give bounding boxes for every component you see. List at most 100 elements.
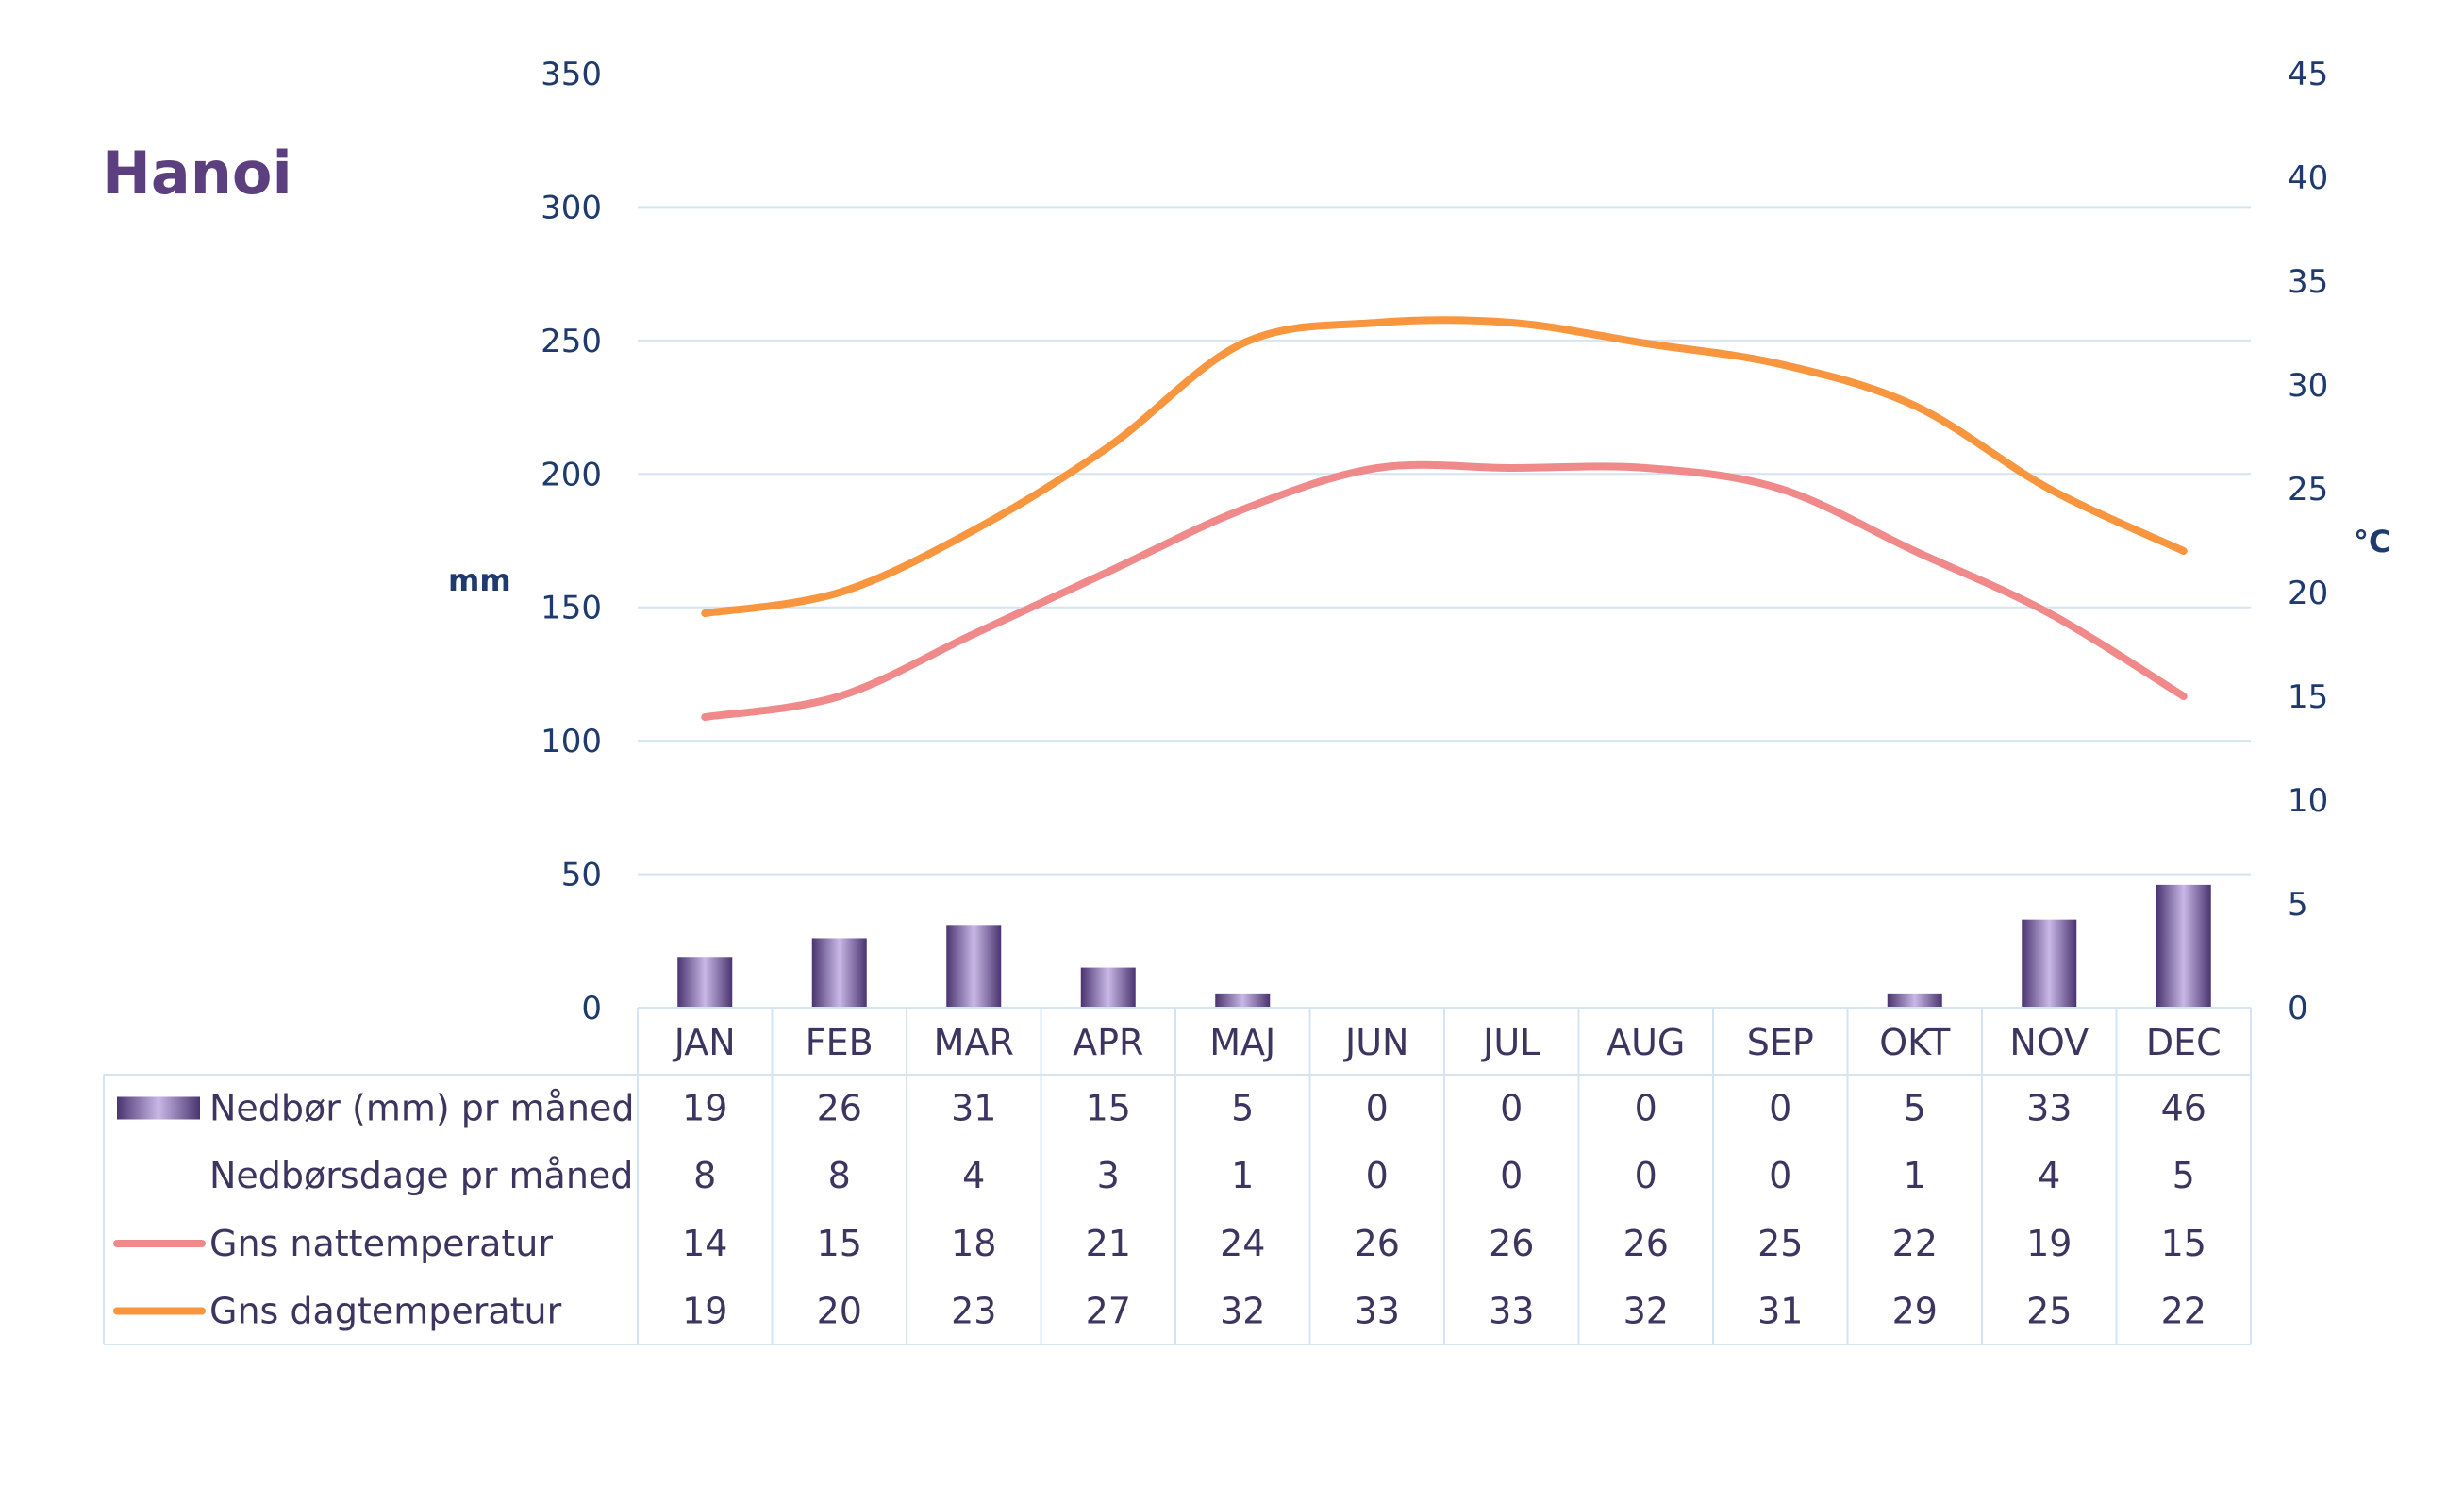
- table-cell: 33: [2026, 1088, 2072, 1129]
- x-tick-label: JUN: [1343, 1022, 1408, 1063]
- table-row-label: Nedbør (mm) pr måned: [209, 1088, 634, 1129]
- precipitation-bar: [677, 957, 733, 1008]
- table-cell: 1: [1904, 1155, 1926, 1196]
- table-cell: 26: [817, 1088, 862, 1129]
- y-right-tick-label: 25: [2288, 471, 2328, 509]
- precipitation-bar: [1887, 993, 1942, 1008]
- y-right-tick-label: 30: [2288, 367, 2328, 405]
- precipitation-bars: [677, 884, 2211, 1008]
- table-cell: 5: [2173, 1155, 2195, 1196]
- table-cell: 0: [1635, 1088, 1657, 1129]
- temperature-lines: [701, 316, 2188, 721]
- table-cell: 14: [682, 1223, 727, 1264]
- table-cell: 19: [2026, 1223, 2072, 1264]
- temperature-line-night: [701, 460, 2188, 721]
- table-cell: 0: [1500, 1155, 1523, 1196]
- y-right-tick-label: 5: [2288, 886, 2308, 924]
- table-cell: 29: [1892, 1291, 1938, 1332]
- table-cell: 4: [962, 1155, 985, 1196]
- table-cell: 33: [1489, 1291, 1534, 1332]
- table-cell: 32: [1220, 1291, 1265, 1332]
- table-cell: 0: [1366, 1155, 1389, 1196]
- chart-text: 050100150200250300350051015202530354045m…: [102, 56, 2390, 1332]
- table-cell: 25: [2026, 1291, 2072, 1332]
- table-cell: 0: [1635, 1155, 1657, 1196]
- precipitation-bar: [811, 938, 867, 1008]
- y-left-tick-label: 0: [581, 990, 602, 1027]
- precipitation-bar: [1080, 967, 1136, 1008]
- table-cell: 31: [1757, 1291, 1803, 1332]
- table-cell: 19: [682, 1088, 727, 1129]
- table-cell: 22: [2161, 1291, 2206, 1332]
- data-table: [103, 1007, 2252, 1345]
- y-left-tick-label: 50: [561, 857, 602, 894]
- precipitation-bar: [2156, 884, 2211, 1008]
- table-cell: 24: [1220, 1223, 1265, 1264]
- temperature-line-day: [701, 316, 2188, 617]
- x-tick-label: JUL: [1481, 1022, 1540, 1063]
- table-cell: 5: [1231, 1088, 1254, 1129]
- x-tick-label: OKT: [1879, 1022, 1951, 1063]
- table-cell: 15: [2161, 1223, 2206, 1264]
- table-cell: 26: [1623, 1223, 1669, 1264]
- x-tick-label: JAN: [673, 1022, 736, 1063]
- y-left-tick-label: 200: [541, 456, 602, 493]
- y-left-tick-label: 300: [541, 189, 602, 226]
- y-right-tick-label: 40: [2288, 159, 2328, 197]
- y-right-tick-label: 10: [2288, 782, 2328, 820]
- precipitation-bar: [2022, 919, 2077, 1008]
- table-cell: 31: [951, 1088, 996, 1129]
- table-cell: 15: [1086, 1088, 1131, 1129]
- table-cell: 22: [1892, 1223, 1938, 1264]
- y-right-tick-label: 35: [2288, 263, 2328, 301]
- table-row-label: Gns dagtemperatur: [209, 1291, 562, 1332]
- legend-bar-icon: [117, 1096, 200, 1120]
- table-cell: 32: [1623, 1291, 1669, 1332]
- table-cell: 0: [1366, 1088, 1389, 1129]
- y-right-tick-label: 45: [2288, 56, 2328, 93]
- precipitation-bar: [1215, 993, 1271, 1008]
- table-cell: 18: [951, 1223, 996, 1264]
- table-cell: 3: [1097, 1155, 1120, 1196]
- table-cell: 23: [951, 1291, 996, 1332]
- table-cell: 20: [817, 1291, 862, 1332]
- x-tick-label: AUG: [1607, 1022, 1685, 1063]
- precipitation-bar: [946, 925, 1002, 1008]
- table-cell: 21: [1086, 1223, 1131, 1264]
- table-cell: 33: [1355, 1291, 1400, 1332]
- table-cell: 8: [828, 1155, 851, 1196]
- table-row-label: Gns nattemperatur: [209, 1223, 553, 1264]
- table-row-label: Nedbørsdage pr måned: [209, 1155, 633, 1196]
- y-right-tick-label: 20: [2288, 575, 2328, 612]
- y-left-tick-label: 100: [541, 723, 602, 760]
- y-left-tick-label: 150: [541, 590, 602, 627]
- x-tick-label: DEC: [2146, 1022, 2222, 1063]
- table-cell: 1: [1231, 1155, 1254, 1196]
- table-cell: 25: [1757, 1223, 1803, 1264]
- y-left-axis-label: mm: [448, 562, 511, 598]
- table-cell: 27: [1086, 1291, 1131, 1332]
- chart-title: Hanoi: [102, 139, 292, 208]
- table-cell: 8: [693, 1155, 716, 1196]
- x-tick-label: FEB: [806, 1022, 874, 1063]
- x-tick-label: APR: [1073, 1022, 1143, 1063]
- table-cell: 26: [1489, 1223, 1534, 1264]
- x-tick-label: MAR: [934, 1022, 1014, 1063]
- table-cell: 0: [1769, 1155, 1791, 1196]
- y-right-axis-label: °C: [2354, 524, 2390, 559]
- table-cell: 0: [1769, 1088, 1791, 1129]
- table-cell: 19: [682, 1291, 727, 1332]
- x-tick-label: NOV: [2009, 1022, 2089, 1063]
- table-cell: 26: [1355, 1223, 1400, 1264]
- gridlines: [638, 206, 2251, 876]
- y-right-tick-label: 15: [2288, 678, 2328, 716]
- y-right-tick-label: 0: [2288, 990, 2308, 1027]
- x-tick-label: SEP: [1747, 1022, 1814, 1063]
- y-left-tick-label: 250: [541, 323, 602, 360]
- table-cell: 0: [1500, 1088, 1523, 1129]
- table-cell: 46: [2161, 1088, 2206, 1129]
- y-left-tick-label: 350: [541, 56, 602, 93]
- table-cell: 15: [817, 1223, 862, 1264]
- table-cell: 5: [1904, 1088, 1926, 1129]
